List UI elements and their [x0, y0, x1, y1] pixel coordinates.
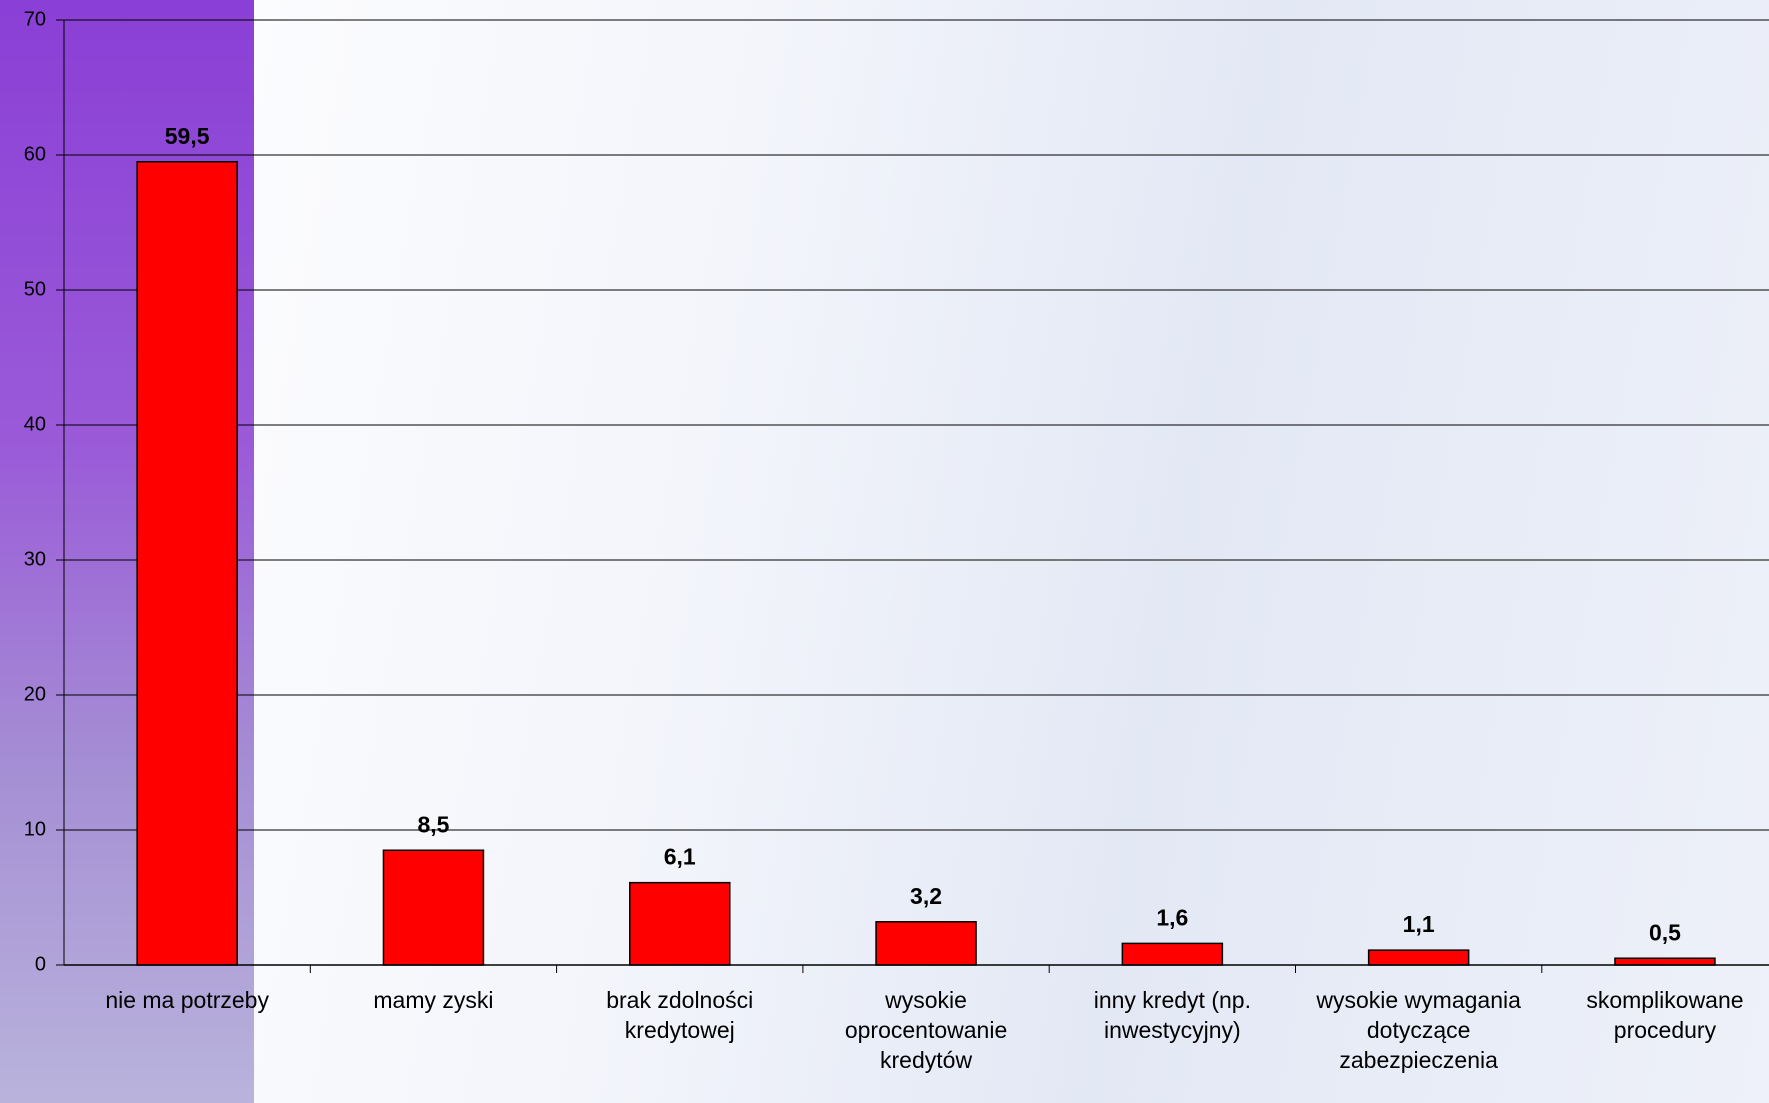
y-tick-label: 50 — [24, 278, 46, 300]
x-tick-label: brak zdolności kredytowej — [606, 987, 754, 1043]
value-label: 0,5 — [1649, 919, 1681, 945]
y-tick-label: 10 — [24, 818, 46, 840]
x-tick-label: wysokie oprocentowanie kredytów — [844, 987, 1008, 1073]
y-tick-label: 0 — [35, 953, 46, 975]
bar — [136, 161, 238, 966]
value-label: 1,1 — [1403, 911, 1435, 937]
bar — [1367, 949, 1470, 966]
value-label: 6,1 — [664, 844, 696, 870]
y-tick-label: 70 — [24, 8, 46, 30]
bar — [1121, 942, 1224, 966]
value-label: 59,5 — [165, 123, 210, 149]
x-tick-label: inny kredyt (np. inwestycyjny) — [1093, 987, 1251, 1043]
bar — [382, 849, 485, 966]
y-tick-label: 30 — [24, 548, 46, 570]
y-tick-label: 40 — [24, 413, 46, 435]
y-tick-label: 60 — [24, 143, 46, 165]
y-tick-label: 20 — [24, 683, 46, 705]
x-tick-label: wysokie wymagania dotyczące zabezpieczen… — [1316, 987, 1521, 1073]
value-label: 8,5 — [417, 811, 449, 837]
bar — [1614, 957, 1716, 966]
value-label: 1,6 — [1156, 904, 1188, 930]
x-tick-label: skomplikowane procedury — [1586, 987, 1744, 1043]
x-tick-label: nie ma potrzeby — [105, 987, 269, 1013]
x-tick-label: mamy zyski — [373, 987, 494, 1013]
bar — [629, 881, 731, 966]
bar — [875, 921, 977, 966]
value-label: 3,2 — [910, 883, 942, 909]
